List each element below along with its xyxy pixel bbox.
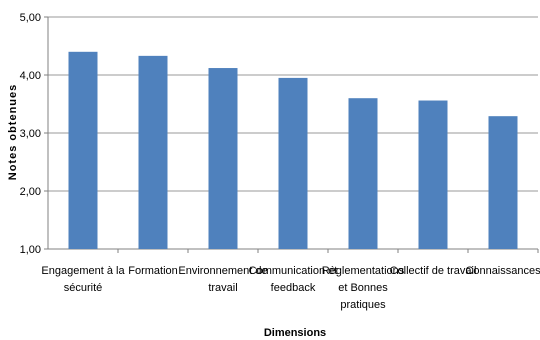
- bar: [488, 116, 518, 250]
- bar: [348, 98, 378, 249]
- x-category-label: Environnement de travail: [178, 265, 267, 294]
- y-tick-label: 5,00: [20, 12, 41, 24]
- x-category-label: Connaissances: [465, 265, 540, 277]
- x-category-label: Communication et feedback: [249, 265, 338, 294]
- x-category-label: Collectif de travail: [390, 265, 477, 277]
- x-category-label: Règlementations et Bonnes pratiques: [322, 265, 405, 311]
- y-tick-label: 3,00: [20, 128, 41, 140]
- bar: [68, 51, 98, 249]
- x-category-label: Engagement à la sécurité: [41, 265, 125, 294]
- x-category-label: Formation: [128, 265, 178, 277]
- y-axis-title: Notes obtenues: [7, 84, 19, 181]
- bar: [278, 77, 308, 250]
- bars: [68, 51, 518, 250]
- y-tick-label: 2,00: [20, 186, 41, 198]
- y-tick-label: 4,00: [20, 70, 41, 82]
- x-axis-title: Dimensions: [264, 327, 326, 339]
- bar: [208, 68, 238, 249]
- y-tick-label: 1,00: [20, 244, 41, 256]
- bar: [138, 55, 168, 249]
- y-axis-ticks: 1,00 2,00 3,00 4,00 5,00: [20, 12, 41, 256]
- bar: [418, 100, 448, 250]
